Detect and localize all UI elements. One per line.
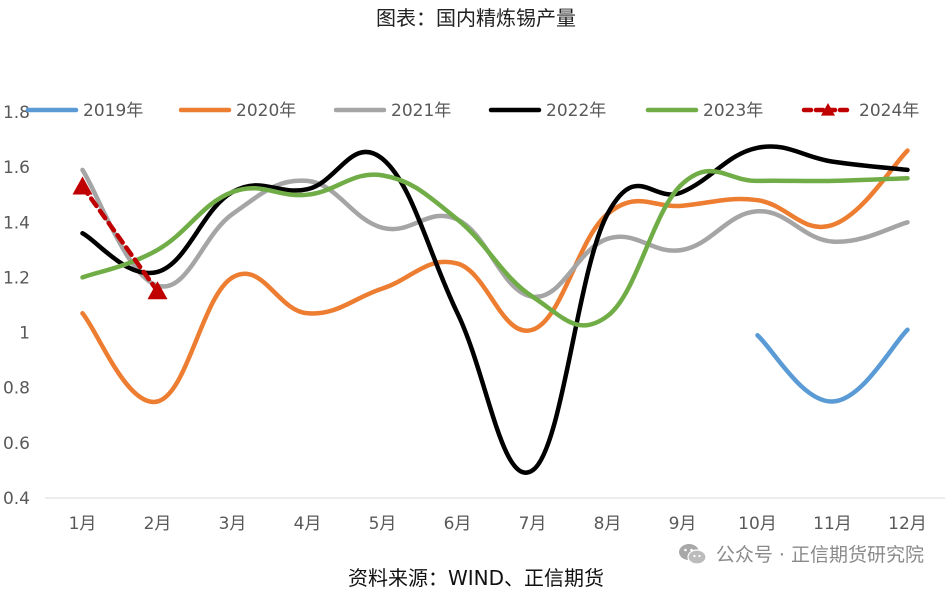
x-tick-label: 8月 — [594, 514, 622, 534]
series-line — [80, 184, 160, 294]
series-2024 — [72, 176, 168, 300]
y-tick-label: 1.8 — [3, 103, 30, 123]
legend-label: 2021年 — [391, 101, 451, 121]
legend-label: 2023年 — [703, 101, 763, 121]
x-tick-label: 5月 — [369, 514, 397, 534]
x-tick-label: 11月 — [813, 514, 852, 534]
series-line — [80, 168, 910, 328]
x-tick-label: 12月 — [888, 514, 927, 534]
series-line — [80, 167, 910, 299]
x-tick-label: 4月 — [294, 514, 322, 534]
legend-item: 2023年 — [645, 101, 763, 121]
y-tick-label: 1 — [19, 324, 30, 344]
legend-item: 2021年 — [333, 101, 451, 121]
x-tick-label: 6月 — [444, 514, 472, 534]
watermark: 公众号 · 正信期货研究院 — [678, 540, 924, 567]
series-2022 — [80, 144, 910, 475]
x-tick-label: 2月 — [144, 514, 172, 534]
series-2021 — [80, 167, 910, 299]
y-tick-label: 1.4 — [3, 213, 30, 233]
source-note: 资料来源：WIND、正信期货 — [347, 566, 605, 590]
x-tick-label: 1月 — [69, 514, 97, 534]
x-tick-label: 9月 — [669, 514, 697, 534]
y-tick-label: 0.4 — [3, 489, 30, 509]
x-tick-label: 3月 — [219, 514, 247, 534]
y-axis: 0.4 0.6 0.8 1 1.2 1.4 1.6 1.8 — [3, 103, 30, 509]
legend-item: 2022年 — [488, 101, 606, 121]
x-axis: 1月 2月 3月 4月 5月 6月 7月 8月 9月 10月 11月 12月 — [45, 497, 945, 534]
y-tick-label: 0.6 — [3, 434, 30, 454]
watermark-text: 公众号 · 正信期货研究院 — [715, 544, 924, 566]
x-tick-label: 10月 — [738, 514, 777, 534]
series-line — [755, 327, 910, 404]
y-tick-label: 0.8 — [3, 379, 30, 399]
chart-title: 图表：国内精炼锡产量 — [376, 6, 576, 30]
series-line — [80, 148, 910, 404]
wechat-icon — [678, 543, 707, 565]
series-line — [80, 144, 910, 475]
y-tick-label: 1.6 — [3, 158, 30, 178]
series-2019 — [755, 327, 910, 404]
legend-label: 2022年 — [546, 101, 606, 121]
legend-label: 2020年 — [236, 101, 296, 121]
y-tick-label: 1.2 — [3, 268, 30, 288]
data-point-marker — [147, 281, 168, 300]
data-point-marker — [72, 176, 93, 195]
legend-item: 2019年 — [25, 101, 143, 121]
legend-item: 2024年 — [801, 101, 919, 121]
series-2023 — [80, 168, 910, 328]
x-tick-label: 7月 — [519, 514, 547, 534]
legend-label: 2024年 — [859, 101, 919, 121]
legend-item: 2020年 — [178, 101, 296, 121]
series-layer — [72, 144, 910, 475]
legend-marker — [821, 103, 835, 116]
legend: 2019年 2020年 2021年 2022年 2023年 2024年 — [25, 101, 919, 121]
series-2020 — [80, 148, 910, 404]
legend-label: 2019年 — [83, 101, 143, 121]
